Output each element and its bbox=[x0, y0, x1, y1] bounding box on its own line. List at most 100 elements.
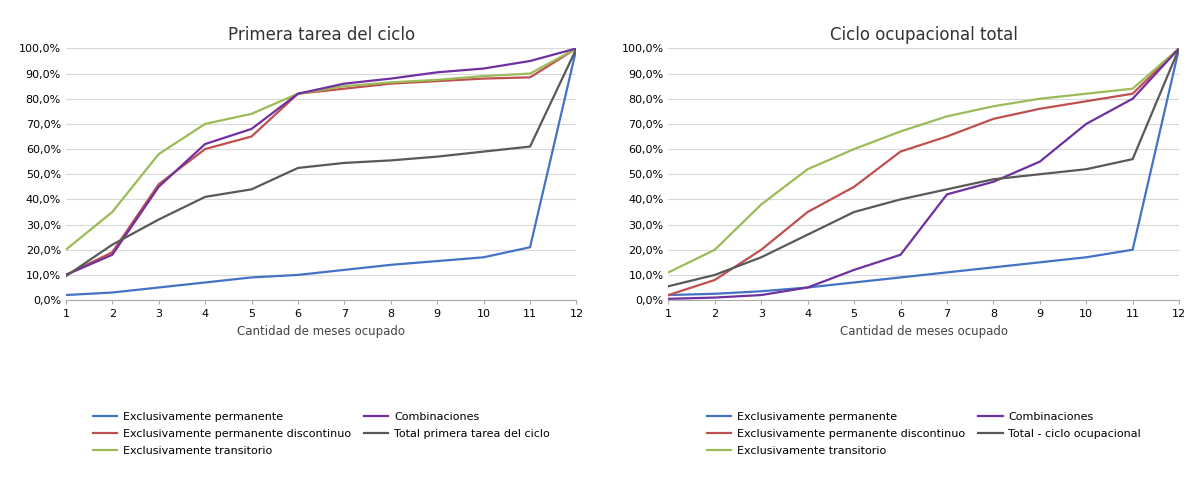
Combinaciones bbox=[1172, 45, 1186, 51]
Exclusivamente transitorio bbox=[940, 113, 954, 119]
Exclusivamente transitorio bbox=[986, 104, 1001, 109]
Exclusivamente permanente discontinuo bbox=[1172, 45, 1186, 51]
Exclusivamente transitorio bbox=[338, 83, 352, 89]
Exclusivamente permanente bbox=[1172, 45, 1186, 51]
Line: Exclusivamente permanente discontinuo: Exclusivamente permanente discontinuo bbox=[66, 48, 577, 275]
Exclusivamente permanente discontinuo bbox=[291, 91, 305, 97]
Combinaciones bbox=[893, 252, 907, 257]
Exclusivamente transitorio bbox=[476, 73, 491, 79]
Line: Combinaciones: Combinaciones bbox=[66, 48, 577, 275]
Exclusivamente permanente discontinuo bbox=[105, 249, 120, 255]
Exclusivamente permanente bbox=[1033, 259, 1047, 265]
Exclusivamente transitorio bbox=[801, 166, 815, 172]
Title: Primera tarea del ciclo: Primera tarea del ciclo bbox=[227, 26, 414, 44]
Combinaciones bbox=[152, 184, 166, 190]
Total primera tarea del ciclo bbox=[198, 194, 212, 200]
Combinaciones bbox=[940, 192, 954, 197]
Exclusivamente permanente discontinuo bbox=[1125, 91, 1140, 97]
Exclusivamente transitorio bbox=[570, 45, 584, 51]
Combinaciones bbox=[59, 272, 73, 278]
Exclusivamente permanente discontinuo bbox=[476, 76, 491, 81]
Total - ciclo ocupacional bbox=[1033, 171, 1047, 177]
Exclusivamente permanente bbox=[754, 288, 768, 294]
Exclusivamente transitorio bbox=[198, 121, 212, 127]
Exclusivamente transitorio bbox=[754, 201, 768, 207]
Exclusivamente permanente bbox=[430, 258, 444, 264]
Total - ciclo ocupacional bbox=[847, 209, 862, 215]
Combinaciones bbox=[476, 66, 491, 72]
Combinaciones bbox=[523, 58, 537, 64]
Total - ciclo ocupacional bbox=[754, 255, 768, 260]
Total primera tarea del ciclo bbox=[244, 186, 259, 192]
Line: Total primera tarea del ciclo: Total primera tarea del ciclo bbox=[66, 48, 577, 276]
Exclusivamente permanente discontinuo bbox=[338, 86, 352, 91]
Total - ciclo ocupacional bbox=[1172, 45, 1186, 51]
Exclusivamente permanente discontinuo bbox=[801, 209, 815, 215]
Combinaciones bbox=[383, 76, 397, 81]
Exclusivamente permanente bbox=[1078, 255, 1093, 260]
Exclusivamente permanente bbox=[291, 272, 305, 278]
Exclusivamente permanente bbox=[1125, 247, 1140, 253]
Exclusivamente permanente discontinuo bbox=[244, 134, 259, 139]
Total - ciclo ocupacional bbox=[801, 232, 815, 238]
Exclusivamente permanente discontinuo bbox=[570, 45, 584, 51]
Combinaciones bbox=[570, 45, 584, 51]
Exclusivamente transitorio bbox=[152, 151, 166, 157]
Combinaciones bbox=[847, 267, 862, 273]
Title: Ciclo ocupacional total: Ciclo ocupacional total bbox=[830, 26, 1017, 44]
Exclusivamente permanente discontinuo bbox=[430, 78, 444, 84]
Line: Exclusivamente transitorio: Exclusivamente transitorio bbox=[66, 48, 577, 250]
Exclusivamente permanente discontinuo bbox=[383, 81, 397, 87]
Exclusivamente transitorio bbox=[430, 77, 444, 83]
Exclusivamente permanente bbox=[707, 291, 722, 297]
Exclusivamente transitorio bbox=[105, 209, 120, 215]
Combinaciones bbox=[1125, 96, 1140, 102]
Exclusivamente transitorio bbox=[1078, 91, 1093, 97]
Combinaciones bbox=[661, 296, 675, 302]
Exclusivamente permanente bbox=[940, 270, 954, 275]
Exclusivamente transitorio bbox=[291, 91, 305, 97]
Total - ciclo ocupacional bbox=[986, 176, 1001, 182]
Combinaciones bbox=[707, 295, 722, 301]
Exclusivamente permanente bbox=[661, 292, 675, 298]
Line: Exclusivamente permanente discontinuo: Exclusivamente permanente discontinuo bbox=[668, 48, 1179, 295]
Exclusivamente permanente discontinuo bbox=[152, 182, 166, 187]
Exclusivamente transitorio bbox=[1172, 45, 1186, 51]
Exclusivamente permanente discontinuo bbox=[940, 134, 954, 139]
Combinaciones bbox=[801, 285, 815, 290]
Exclusivamente permanente discontinuo bbox=[1033, 106, 1047, 112]
Exclusivamente permanente discontinuo bbox=[198, 146, 212, 152]
Total - ciclo ocupacional bbox=[1078, 166, 1093, 172]
Exclusivamente permanente discontinuo bbox=[754, 247, 768, 253]
Combinaciones bbox=[244, 126, 259, 132]
Legend: Exclusivamente permanente, Exclusivamente permanente discontinuo, Exclusivamente: Exclusivamente permanente, Exclusivament… bbox=[706, 411, 1141, 456]
Combinaciones bbox=[1078, 121, 1093, 127]
Exclusivamente transitorio bbox=[383, 79, 397, 85]
X-axis label: Cantidad de meses ocupado: Cantidad de meses ocupado bbox=[840, 325, 1008, 338]
Exclusivamente transitorio bbox=[59, 247, 73, 253]
Exclusivamente permanente bbox=[244, 274, 259, 280]
Line: Combinaciones: Combinaciones bbox=[668, 48, 1179, 299]
Exclusivamente permanente discontinuo bbox=[707, 277, 722, 283]
Total - ciclo ocupacional bbox=[940, 186, 954, 192]
Exclusivamente permanente bbox=[570, 45, 584, 51]
Line: Exclusivamente permanente: Exclusivamente permanente bbox=[66, 48, 577, 295]
Total primera tarea del ciclo bbox=[291, 165, 305, 171]
Exclusivamente transitorio bbox=[707, 247, 722, 253]
Total primera tarea del ciclo bbox=[383, 157, 397, 163]
Exclusivamente permanente discontinuo bbox=[1078, 98, 1093, 104]
Total primera tarea del ciclo bbox=[59, 273, 73, 279]
Exclusivamente permanente bbox=[59, 292, 73, 298]
Exclusivamente permanente discontinuo bbox=[847, 184, 862, 190]
Total primera tarea del ciclo bbox=[105, 242, 120, 248]
Combinaciones bbox=[338, 81, 352, 87]
Exclusivamente transitorio bbox=[661, 270, 675, 275]
Combinaciones bbox=[430, 69, 444, 75]
Total primera tarea del ciclo bbox=[570, 45, 584, 51]
Combinaciones bbox=[986, 179, 1001, 185]
Line: Total - ciclo ocupacional: Total - ciclo ocupacional bbox=[668, 48, 1179, 286]
Exclusivamente permanente bbox=[105, 289, 120, 295]
Exclusivamente permanente bbox=[476, 255, 491, 260]
Combinaciones bbox=[105, 252, 120, 257]
Line: Exclusivamente permanente: Exclusivamente permanente bbox=[668, 48, 1179, 295]
